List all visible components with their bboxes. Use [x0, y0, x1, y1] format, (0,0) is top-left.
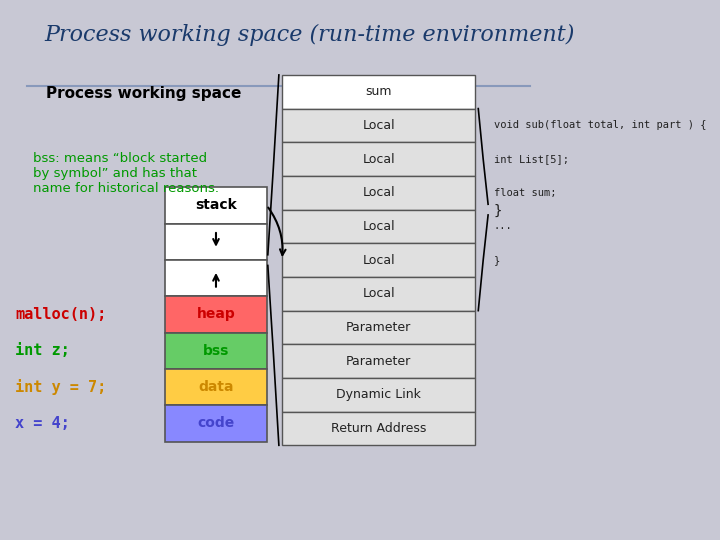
Text: Parameter: Parameter — [346, 321, 411, 334]
Text: malloc(n);: malloc(n); — [15, 307, 107, 322]
Bar — [166, 405, 266, 442]
Text: ...: ... — [494, 221, 513, 232]
Text: void sub(float total, int part ) {: void sub(float total, int part ) { — [494, 120, 706, 131]
Text: Parameter: Parameter — [346, 355, 411, 368]
Bar — [282, 310, 475, 345]
Text: data: data — [198, 380, 234, 394]
Text: Local: Local — [362, 153, 395, 166]
Text: code: code — [197, 416, 235, 430]
Bar — [166, 369, 266, 405]
Text: sum: sum — [365, 85, 392, 98]
Bar — [282, 142, 475, 176]
Bar — [166, 224, 266, 260]
Text: Local: Local — [362, 119, 395, 132]
Text: bss: means “block started
by symbol” and has that
name for historical reasons.: bss: means “block started by symbol” and… — [33, 152, 220, 195]
Bar — [282, 411, 475, 446]
Bar — [166, 333, 266, 369]
Bar — [282, 75, 475, 109]
Text: heap: heap — [197, 307, 235, 321]
Text: int y = 7;: int y = 7; — [15, 379, 107, 395]
Text: }: } — [494, 204, 502, 218]
Bar — [166, 260, 266, 296]
Text: x = 4;: x = 4; — [15, 416, 70, 431]
Text: Local: Local — [362, 186, 395, 199]
Text: Local: Local — [362, 287, 395, 300]
Text: stack: stack — [195, 198, 237, 212]
Text: }: } — [494, 255, 500, 265]
Text: Local: Local — [362, 254, 395, 267]
Bar — [282, 378, 475, 411]
Bar — [166, 187, 266, 224]
Text: Process working space (run-time environment): Process working space (run-time environm… — [45, 24, 575, 46]
Bar — [282, 109, 475, 142]
Bar — [282, 244, 475, 277]
Text: Local: Local — [362, 220, 395, 233]
Bar — [282, 277, 475, 310]
Bar — [282, 176, 475, 210]
Text: int List[5];: int List[5]; — [494, 154, 569, 164]
Text: int z;: int z; — [15, 343, 70, 358]
Text: Process working space: Process working space — [46, 86, 241, 100]
Text: bss: bss — [203, 343, 229, 357]
Text: float sum;: float sum; — [494, 188, 556, 198]
Bar — [166, 296, 266, 333]
Bar — [282, 210, 475, 244]
Bar — [282, 345, 475, 378]
Text: Dynamic Link: Dynamic Link — [336, 388, 421, 401]
Text: Return Address: Return Address — [331, 422, 426, 435]
